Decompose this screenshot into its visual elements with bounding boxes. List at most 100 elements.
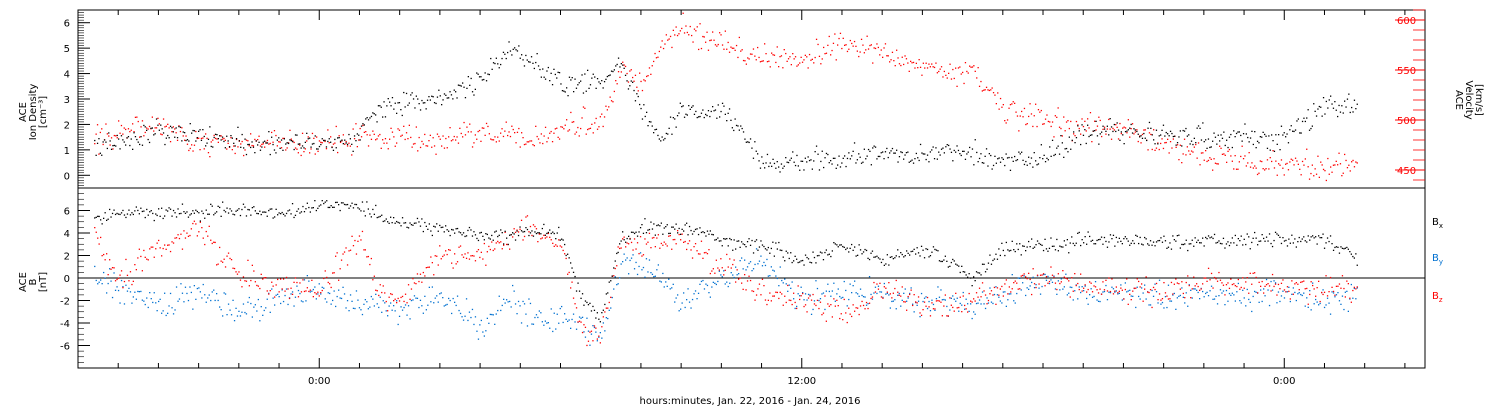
velocity-point xyxy=(397,128,399,130)
by-point xyxy=(208,294,210,296)
bx-point xyxy=(421,218,423,220)
by-point xyxy=(196,287,198,290)
density-point xyxy=(446,97,448,99)
density-point xyxy=(1315,115,1318,117)
density-point xyxy=(344,139,346,141)
bz-point xyxy=(868,302,871,304)
bx-point xyxy=(1236,244,1238,246)
bx-point xyxy=(400,225,402,227)
by-point xyxy=(917,300,920,302)
by-point xyxy=(1252,295,1254,298)
bx-point xyxy=(1277,234,1280,236)
by-point xyxy=(416,297,419,299)
by-point xyxy=(1029,285,1031,287)
by-point xyxy=(498,295,500,297)
by-point xyxy=(168,305,170,307)
bz-point xyxy=(906,309,908,311)
bz-point xyxy=(343,251,346,253)
bz-point xyxy=(525,216,527,218)
bx-point xyxy=(355,203,358,206)
by-point xyxy=(1048,282,1051,285)
bx-point xyxy=(1111,238,1113,240)
by-point xyxy=(638,265,640,268)
density-point xyxy=(226,135,228,137)
velocity-point xyxy=(561,126,564,128)
bz-point xyxy=(235,271,237,273)
by-point xyxy=(1228,292,1231,295)
by-point xyxy=(642,266,645,269)
bz-point xyxy=(751,290,753,292)
density-point xyxy=(1129,127,1131,129)
velocity-point xyxy=(429,134,431,136)
velocity-point xyxy=(202,137,204,139)
density-point xyxy=(139,143,141,146)
bz-point xyxy=(287,288,289,290)
velocity-point xyxy=(205,133,207,135)
velocity-point xyxy=(976,77,978,79)
velocity-point xyxy=(1075,120,1078,123)
bz-point xyxy=(1028,272,1030,274)
bx-point xyxy=(1219,242,1222,245)
density-point xyxy=(695,110,697,113)
density-point xyxy=(1339,111,1342,113)
density-point xyxy=(948,144,950,147)
density-point xyxy=(1328,99,1330,101)
velocity-point xyxy=(587,128,589,131)
bx-point xyxy=(920,245,923,247)
velocity-point xyxy=(971,66,974,68)
velocity-point xyxy=(626,72,628,75)
velocity-point xyxy=(470,131,472,133)
velocity-point xyxy=(1053,136,1055,138)
velocity-point xyxy=(655,57,658,59)
bx-point xyxy=(946,260,948,262)
bz-point xyxy=(529,225,532,228)
velocity-point xyxy=(601,113,603,115)
bx-point xyxy=(393,217,395,219)
velocity-point xyxy=(278,141,280,143)
bz-point xyxy=(357,240,359,242)
bz-point xyxy=(1138,280,1140,283)
density-point xyxy=(971,148,974,150)
bz-point xyxy=(1005,279,1007,281)
bz-point xyxy=(1114,290,1116,292)
bx-point xyxy=(909,254,911,256)
by-point xyxy=(748,262,750,265)
bx-point xyxy=(564,243,566,246)
bz-point xyxy=(978,287,981,289)
density-point xyxy=(980,153,982,155)
bx-point xyxy=(1042,249,1045,252)
by-point xyxy=(506,299,508,301)
by-point xyxy=(708,292,710,294)
density-point xyxy=(553,68,555,70)
by-point xyxy=(694,290,697,292)
velocity-point xyxy=(1186,146,1188,148)
density-point xyxy=(477,73,479,75)
bx-point xyxy=(1264,240,1266,242)
bz-point xyxy=(1126,278,1128,280)
density-point xyxy=(1141,137,1144,139)
velocity-point xyxy=(497,136,499,138)
velocity-point xyxy=(487,125,489,128)
density-point xyxy=(188,140,190,142)
by-point xyxy=(1251,310,1253,313)
velocity-point xyxy=(668,38,670,40)
by-point xyxy=(755,248,758,250)
bz-point xyxy=(259,287,261,290)
by-point xyxy=(388,305,390,307)
bx-point xyxy=(1199,242,1201,244)
density-point xyxy=(1049,146,1051,148)
density-point xyxy=(373,113,375,115)
velocity-point xyxy=(193,144,196,146)
by-point xyxy=(277,293,279,295)
bx-point xyxy=(696,228,698,230)
by-point xyxy=(804,293,807,295)
bx-point xyxy=(766,249,768,251)
by-point xyxy=(647,271,649,273)
density-point xyxy=(720,110,722,113)
bx-point xyxy=(241,208,243,211)
bx-point xyxy=(141,210,143,213)
bz-point xyxy=(495,242,497,244)
by-point xyxy=(367,308,369,310)
by-point xyxy=(639,252,642,254)
bz-point xyxy=(174,237,176,239)
